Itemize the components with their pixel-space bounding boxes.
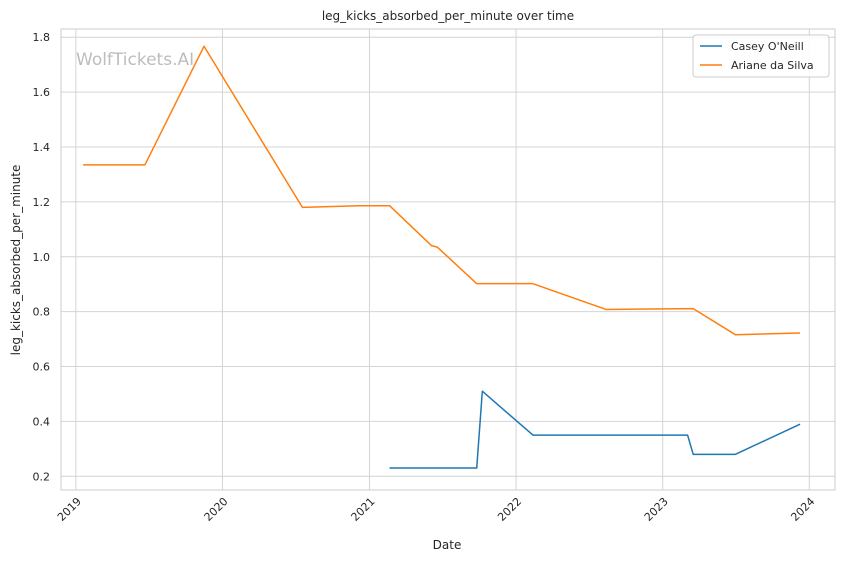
legend-label-casey-oneill: Casey O'Neill (731, 40, 804, 53)
series-line-casey-o-neill (389, 390, 801, 469)
y-tick-label: 0.6 (33, 361, 51, 374)
y-tick-label: 1.6 (33, 86, 51, 99)
y-tick-label: 0.4 (33, 415, 51, 428)
y-tick-label: 1.4 (33, 141, 51, 154)
series-line-ariane-da-silva (83, 45, 801, 336)
plot-area-frame (60, 28, 836, 491)
y-tick-label: 1.2 (33, 196, 51, 209)
legend: Casey O'Neill Ariane da Silva (692, 34, 830, 78)
grid (61, 29, 835, 490)
y-tick-label: 1.0 (33, 251, 51, 264)
x-axis-label: Date (433, 538, 462, 552)
chart-title: leg_kicks_absorbed_per_minute over time (322, 9, 574, 23)
series-layer (83, 45, 801, 469)
legend-label-ariane-da-silva: Ariane da Silva (731, 59, 814, 72)
watermark: WolfTickets.AI (76, 50, 194, 70)
legend-box (692, 34, 830, 78)
y-axis-label: leg_kicks_absorbed_per_minute (9, 165, 23, 356)
y-tick-label: 0.2 (33, 470, 51, 483)
y-axis-ticks: 0.2 0.4 0.6 0.8 1.0 1.2 1.4 1.6 1.8 (33, 31, 51, 483)
y-tick-label: 0.8 (33, 306, 51, 319)
y-tick-label: 1.8 (33, 31, 51, 44)
